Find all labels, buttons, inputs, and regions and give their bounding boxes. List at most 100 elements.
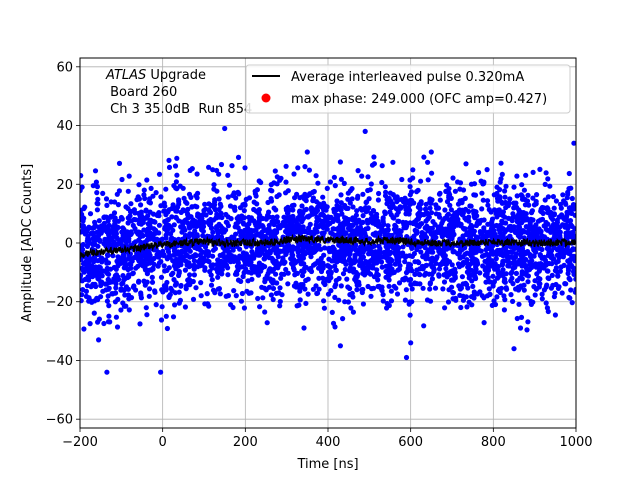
data-point (249, 234, 255, 241)
data-point (106, 303, 112, 309)
data-point (169, 214, 175, 220)
data-point (237, 246, 243, 252)
data-point (569, 195, 575, 202)
data-point (271, 260, 277, 266)
data-point (251, 199, 257, 205)
data-point (197, 215, 203, 221)
data-point (543, 170, 549, 176)
data-point (232, 204, 238, 210)
data-point (510, 211, 516, 217)
data-point (315, 180, 321, 186)
data-point (407, 220, 413, 226)
data-point (332, 183, 338, 189)
data-point (433, 260, 439, 266)
data-point (358, 206, 364, 212)
data-point (299, 268, 305, 274)
data-point (516, 301, 522, 307)
data-point (312, 261, 318, 267)
data-point (444, 257, 450, 263)
data-point (521, 287, 527, 293)
data-point (290, 207, 296, 213)
data-point (500, 271, 506, 277)
data-point (300, 226, 306, 232)
data-point (409, 253, 415, 259)
data-point (161, 263, 167, 269)
data-point (128, 208, 134, 214)
data-point (225, 172, 231, 178)
data-point (182, 267, 188, 273)
data-point (108, 279, 114, 285)
data-point (233, 195, 239, 201)
data-point (525, 319, 531, 325)
data-point (414, 267, 420, 273)
data-point (285, 204, 291, 210)
data-point (174, 186, 180, 192)
data-point (119, 216, 125, 222)
data-point (489, 250, 495, 256)
data-point (209, 277, 215, 283)
data-point (525, 295, 531, 301)
x-tick-label: 0 (159, 435, 167, 450)
data-point (277, 285, 283, 291)
outlier-point (337, 343, 343, 349)
data-point (198, 280, 204, 286)
data-point (350, 222, 356, 228)
data-point (421, 323, 427, 329)
data-point (340, 271, 347, 277)
data-point (336, 254, 342, 260)
data-point (341, 180, 347, 186)
data-point (425, 177, 431, 183)
data-point (451, 271, 457, 278)
data-point (84, 243, 90, 249)
data-point (264, 275, 270, 281)
data-point (141, 187, 147, 193)
data-point (314, 290, 321, 296)
data-point (490, 283, 496, 289)
data-point (221, 259, 227, 265)
data-point (502, 297, 508, 303)
data-point (187, 248, 193, 254)
data-point (516, 207, 522, 213)
data-point (101, 220, 107, 226)
data-point (428, 210, 435, 216)
data-point (185, 281, 192, 287)
data-point (211, 182, 217, 188)
data-point (264, 215, 270, 221)
data-point (114, 235, 120, 241)
data-point (544, 282, 550, 288)
data-point (567, 295, 573, 301)
data-point (338, 231, 344, 237)
data-point (113, 285, 119, 291)
data-point (120, 233, 126, 239)
data-point (228, 302, 234, 308)
data-point (265, 270, 271, 276)
data-point (80, 210, 83, 216)
data-point (500, 261, 506, 267)
data-point (533, 201, 539, 207)
data-point (345, 299, 351, 305)
data-point (241, 305, 247, 311)
data-point (269, 255, 275, 261)
data-point (166, 294, 172, 300)
data-point (187, 272, 193, 278)
data-point (207, 209, 214, 216)
data-point (360, 191, 366, 197)
data-point (366, 236, 373, 242)
data-point (130, 271, 136, 277)
data-point (386, 277, 392, 283)
data-point (185, 220, 191, 226)
data-point (337, 204, 343, 210)
data-point (388, 249, 394, 256)
data-point (270, 296, 276, 303)
data-point (215, 274, 221, 280)
x-tick-label: 800 (481, 435, 506, 450)
data-point (277, 303, 283, 309)
data-point (271, 180, 277, 186)
data-point (403, 253, 409, 259)
data-point (107, 319, 113, 325)
data-point (554, 269, 560, 275)
data-point (363, 233, 369, 239)
data-point (225, 223, 231, 229)
data-point (375, 218, 381, 224)
data-point (443, 266, 449, 272)
